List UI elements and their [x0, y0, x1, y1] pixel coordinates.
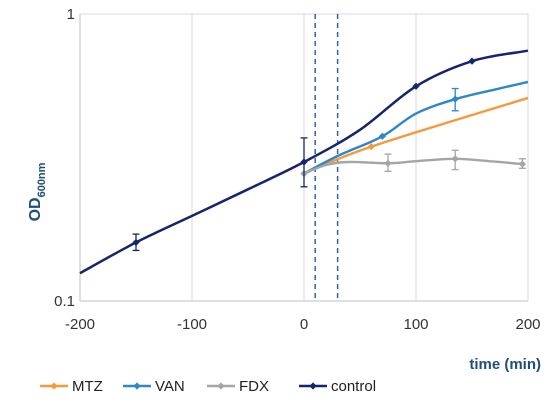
x-tick-label-2: 0: [300, 316, 308, 333]
legend-marker-mtz: [50, 382, 58, 390]
legend-label-van: VAN: [155, 378, 185, 395]
data-point-control-3: [468, 57, 476, 65]
legend-item-fdx: FDX: [207, 378, 269, 395]
data-point-fdx-3: [518, 160, 526, 168]
legend: MTZ VAN FDX control: [40, 378, 376, 395]
series-line-van: [303, 80, 529, 175]
data-point-control-1: [300, 158, 308, 166]
legend-item-control: control: [299, 378, 376, 395]
legend-marker-fdx: [217, 382, 225, 390]
x-tick-label-3: 100: [403, 316, 428, 333]
grid: [79, 13, 529, 302]
legend-marker-control: [309, 382, 317, 390]
y-axis-title-main: OD: [27, 197, 44, 221]
y-tick-label-0: 0.1: [54, 293, 75, 310]
legend-item-van: VAN: [123, 378, 185, 395]
series-fdx: [300, 149, 526, 178]
data-point-mtz-1: [367, 143, 375, 151]
x-axis-title: time (min): [469, 356, 541, 373]
y-tick-label-1: 1: [67, 6, 75, 23]
data-point-control-2: [412, 82, 420, 90]
y-axis-title: OD600nm: [27, 162, 48, 221]
series: [79, 49, 529, 275]
series-mtz: [300, 96, 529, 178]
legend-item-mtz: MTZ: [40, 378, 103, 395]
x-tick-label-4: 200: [515, 316, 540, 333]
tick-labels: -200 -100 0 100 200 0.1 1: [54, 6, 540, 333]
data-point-van-1: [378, 132, 386, 140]
legend-label-fdx: FDX: [239, 378, 269, 395]
legend-marker-van: [133, 382, 141, 390]
series-line-fdx: [303, 157, 523, 175]
x-tick-label-1: -100: [177, 316, 207, 333]
legend-label-control: control: [331, 378, 376, 395]
x-tick-label-0: -200: [65, 316, 95, 333]
data-point-control-0: [132, 238, 140, 247]
data-point-fdx-1: [384, 159, 392, 167]
time-markers: [314, 14, 339, 301]
data-point-van-2: [451, 95, 459, 103]
legend-label-mtz: MTZ: [72, 378, 103, 395]
y-axis-title-sub: 600nm: [36, 162, 48, 197]
data-point-fdx-2: [451, 155, 459, 163]
series-control: [79, 49, 529, 275]
